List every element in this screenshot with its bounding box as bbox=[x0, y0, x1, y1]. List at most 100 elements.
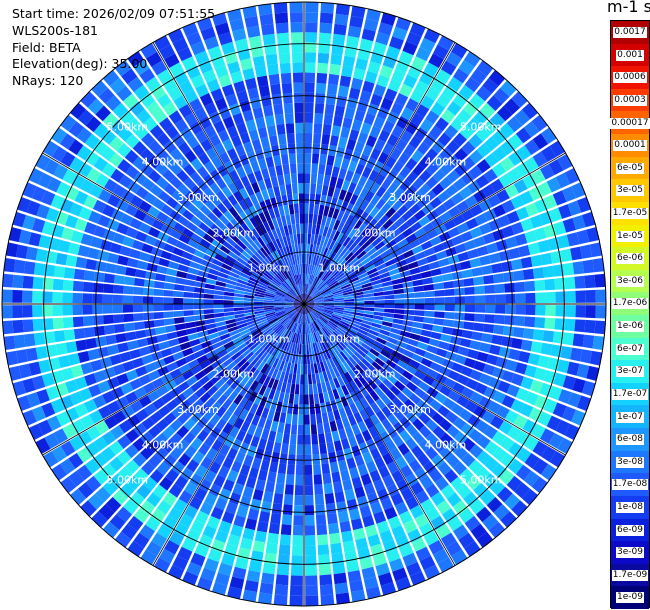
range-bin bbox=[321, 133, 331, 145]
range-bin bbox=[259, 396, 268, 408]
range-bin bbox=[252, 107, 264, 119]
range-bin bbox=[353, 337, 363, 346]
range-bin bbox=[77, 430, 93, 446]
range-bin bbox=[313, 363, 319, 374]
range-bin bbox=[199, 392, 212, 404]
colorbar-tick-label: 1.7e-08 bbox=[611, 479, 649, 491]
range-bin bbox=[304, 304, 308, 314]
range-bin bbox=[489, 112, 506, 129]
range-bin bbox=[169, 419, 183, 432]
range-bin bbox=[428, 540, 444, 555]
range-bin bbox=[382, 539, 397, 553]
range-bin bbox=[328, 73, 340, 86]
range-bin bbox=[414, 298, 425, 304]
azimuth-spoke bbox=[303, 42, 456, 305]
range-bin bbox=[398, 404, 411, 416]
range-bin bbox=[159, 476, 174, 491]
range-bin bbox=[304, 304, 308, 314]
range-bin bbox=[200, 456, 213, 470]
range-bin bbox=[251, 457, 262, 470]
range-bin bbox=[287, 331, 294, 342]
range-bin bbox=[176, 439, 190, 453]
range-bin bbox=[429, 468, 443, 483]
range-bin bbox=[294, 304, 304, 308]
range-bin bbox=[225, 255, 237, 264]
range-bin bbox=[446, 454, 460, 468]
range-bin bbox=[411, 56, 427, 71]
range-bin bbox=[451, 192, 464, 205]
range-bin bbox=[132, 304, 144, 313]
range-bin bbox=[364, 243, 375, 254]
range-bin bbox=[216, 276, 228, 283]
range-bin bbox=[305, 545, 317, 556]
range-bin bbox=[239, 537, 253, 550]
range-ring-label: 1.00km bbox=[319, 332, 361, 345]
range-bin bbox=[420, 498, 435, 513]
range-bin bbox=[408, 359, 421, 369]
range-bin bbox=[341, 179, 351, 191]
range-bin bbox=[285, 382, 292, 394]
colorbar-segment: 6e-07 bbox=[611, 337, 649, 361]
range-bin bbox=[508, 151, 523, 166]
azimuth-spoke bbox=[42, 152, 305, 305]
range-bin bbox=[116, 199, 130, 212]
range-bin bbox=[304, 301, 314, 304]
range-bin bbox=[129, 491, 145, 507]
range-bin bbox=[405, 171, 418, 184]
range-bin bbox=[461, 386, 475, 399]
range-bin bbox=[296, 304, 304, 312]
range-bin bbox=[348, 160, 358, 173]
range-bin bbox=[157, 405, 171, 418]
range-bin bbox=[249, 391, 258, 403]
range-bin bbox=[267, 366, 276, 378]
range-bin bbox=[74, 190, 89, 205]
range-bin bbox=[210, 263, 222, 272]
range-bin bbox=[349, 193, 359, 206]
range-bin bbox=[381, 406, 393, 418]
range-bin bbox=[505, 293, 516, 304]
range-bin bbox=[503, 271, 515, 283]
range-bin bbox=[410, 375, 422, 387]
range-bin bbox=[2, 305, 13, 319]
range-bin bbox=[144, 362, 157, 373]
range-bin bbox=[209, 413, 221, 426]
range-bin bbox=[240, 175, 251, 188]
range-bin bbox=[231, 460, 242, 473]
range-bin bbox=[190, 233, 203, 244]
range-ring-label: 2.00km bbox=[354, 226, 396, 239]
colorbar-segment: 1.7e-05 bbox=[611, 201, 649, 226]
range-bin bbox=[179, 257, 191, 267]
range-bin bbox=[117, 159, 132, 174]
range-bin bbox=[405, 344, 417, 353]
range-bin bbox=[369, 125, 382, 139]
range-bin bbox=[176, 270, 188, 279]
range-bin bbox=[524, 280, 536, 292]
range-bin bbox=[213, 312, 225, 318]
range-bin bbox=[354, 306, 365, 311]
range-bin bbox=[484, 284, 495, 294]
range-bin bbox=[183, 177, 196, 190]
range-bin bbox=[148, 370, 161, 382]
range-bin bbox=[334, 354, 343, 365]
range-bin bbox=[478, 396, 492, 409]
range-bin bbox=[307, 264, 311, 275]
range-bin bbox=[211, 156, 223, 169]
range-bin bbox=[332, 289, 343, 295]
range-bin bbox=[55, 252, 68, 266]
range-bin bbox=[366, 460, 377, 473]
range-bin bbox=[331, 316, 341, 323]
range-bin bbox=[171, 190, 184, 203]
range-bin bbox=[368, 271, 380, 279]
range-bin bbox=[335, 198, 344, 210]
range-bin bbox=[454, 354, 467, 365]
range-bin bbox=[123, 499, 139, 515]
range-bin bbox=[307, 284, 312, 295]
range-bin bbox=[544, 278, 556, 291]
range-bin bbox=[425, 110, 440, 125]
range-bin bbox=[340, 373, 349, 385]
range-bin bbox=[412, 163, 425, 177]
range-bin bbox=[454, 243, 467, 254]
range-bin bbox=[433, 548, 449, 564]
range-bin bbox=[169, 148, 183, 162]
range-bin bbox=[245, 337, 255, 346]
